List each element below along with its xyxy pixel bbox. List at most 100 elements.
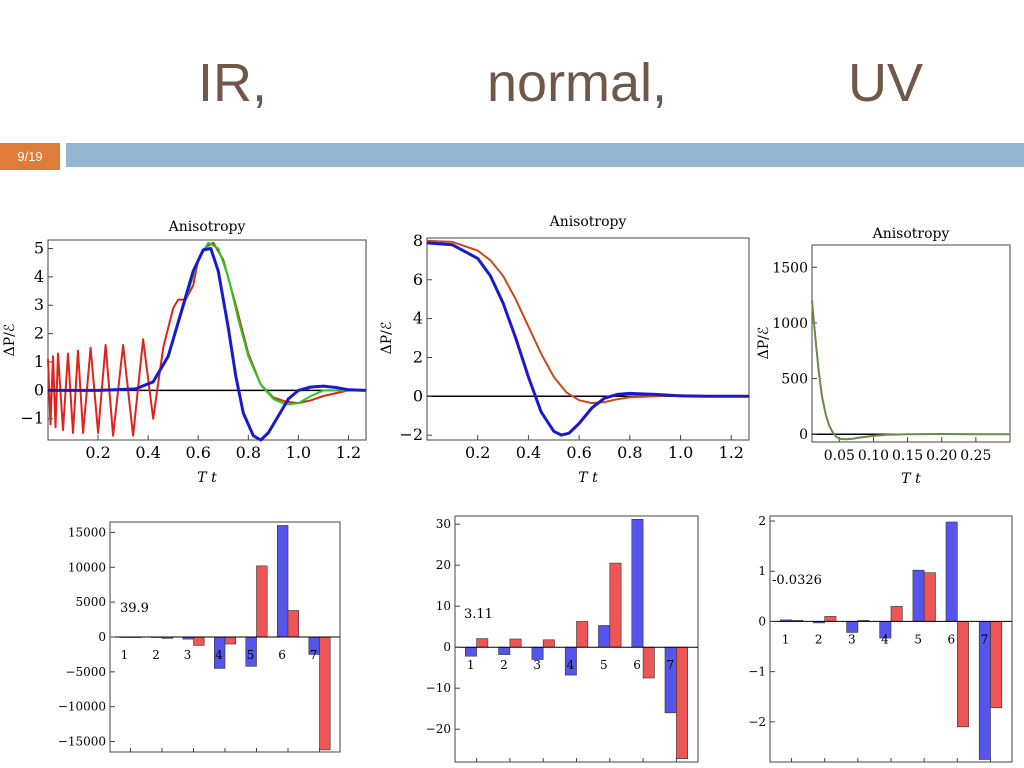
plot-frame — [47, 239, 367, 441]
bar — [990, 621, 1003, 709]
category-label: 4 — [881, 632, 889, 646]
bar — [912, 569, 925, 622]
bar — [276, 525, 289, 638]
category-label: 2 — [152, 648, 160, 662]
y-tick-label: −10000 — [58, 700, 106, 714]
category-label: 1 — [782, 632, 790, 646]
bar — [224, 636, 236, 645]
bar — [923, 572, 936, 622]
bar — [945, 521, 958, 622]
x-tick-label: 1.0 — [286, 443, 311, 462]
title-ir: IR, — [198, 53, 268, 113]
plot-frame — [426, 237, 750, 441]
title-uv: UV — [848, 53, 924, 113]
category-label: 7 — [981, 632, 989, 646]
bar — [498, 646, 511, 655]
x-tick-label: 0.8 — [236, 443, 261, 462]
bar — [256, 565, 268, 638]
x-tick-label: 0.10 — [858, 448, 889, 464]
y-tick-label: 0 — [413, 386, 423, 405]
line-chart-1: Anisotropy T t ΔP/ℰ 0.2 0.4 0.6 0.8 1.0 1.2 5 4 3 2 1… — [2, 219, 367, 486]
x-axis-label: T t — [901, 471, 921, 487]
bar — [846, 621, 859, 633]
y-tick-label: 10000 — [68, 560, 106, 574]
y-tick-label: 5000 — [75, 595, 106, 609]
bar-chart-annotation: 39.9 — [120, 601, 149, 616]
y-tick-label: 0 — [443, 640, 451, 654]
series-line-2 — [426, 241, 749, 437]
y-tick-label: 8 — [413, 231, 423, 250]
category-label: 7 — [310, 648, 318, 662]
x-tick-label: 0.4 — [135, 443, 160, 462]
y-tick-label: −15000 — [58, 735, 106, 749]
bar — [287, 610, 299, 638]
x-tick-label: 0.2 — [465, 443, 490, 462]
bar — [956, 621, 969, 728]
header-bar — [66, 143, 1024, 167]
category-label: 2 — [500, 658, 508, 672]
x-tick-label: 0.20 — [926, 448, 957, 464]
slide-number-badge: 9/19 — [0, 143, 60, 170]
y-tick-label: 4 — [413, 309, 423, 328]
x-tick-label: 0.6 — [566, 443, 591, 462]
x-axis-label: T t — [578, 470, 598, 486]
y-tick-label: 4 — [34, 267, 44, 286]
y-tick-label: −5000 — [65, 665, 106, 679]
y-axis-label: ΔP/ℰ — [379, 322, 395, 355]
chart-title: Anisotropy — [168, 219, 246, 235]
category-label: 4 — [567, 658, 575, 672]
y-tick-label: 0 — [758, 614, 766, 628]
y-tick-label: 20 — [436, 558, 451, 572]
category-label: 5 — [914, 632, 922, 646]
chart-title: Anisotropy — [872, 226, 950, 242]
bar-chart-3: 1 2 3 4 5 6 7 2 1 0 −1 −2 -0.0326 — [748, 514, 1013, 763]
line-chart-3: Anisotropy T t ΔP/ℰ 0.05 0.10 0.15 0.20 0.25 150… — [756, 226, 1011, 487]
bar — [890, 606, 903, 622]
x-axis-label: T t — [197, 470, 217, 486]
y-tick-label: 6 — [413, 270, 423, 289]
series-line-2 — [48, 241, 366, 406]
y-tick-label: 0 — [34, 380, 44, 399]
y-tick-label: −10 — [426, 681, 451, 695]
bar — [464, 646, 477, 657]
category-label: 3 — [533, 658, 541, 672]
category-label: 6 — [278, 648, 286, 662]
series-line-3 — [48, 247, 367, 442]
x-tick-label: 1.2 — [719, 443, 744, 462]
y-tick-label: −20 — [426, 722, 451, 736]
y-tick-label: −2 — [399, 425, 423, 444]
y-tick-label: 10 — [436, 599, 451, 613]
bar — [598, 625, 611, 648]
series-line-1 — [426, 239, 750, 405]
y-tick-label: 15000 — [68, 525, 106, 539]
bar — [609, 562, 622, 648]
bar-chart-annotation: 3.11 — [464, 607, 493, 622]
x-tick-label: 0.15 — [892, 448, 923, 464]
x-tick-label: 0.2 — [85, 443, 110, 462]
category-label: 6 — [633, 658, 641, 672]
y-tick-label: 1500 — [772, 260, 808, 276]
x-tick-label: 0.4 — [516, 443, 541, 462]
category-label: 1 — [121, 648, 129, 662]
bar — [193, 636, 205, 646]
y-tick-label: 2 — [34, 324, 44, 343]
y-tick-label: 1 — [758, 564, 766, 578]
y-tick-label: 2 — [413, 347, 423, 366]
bar — [664, 646, 677, 714]
line-chart-2: Anisotropy T t ΔP/ℰ 0.2 0.4 0.6 0.8 1.0 1.2 8 6 4 2 0… — [379, 214, 750, 486]
category-label: 4 — [215, 648, 223, 662]
x-tick-label: 0.8 — [617, 443, 642, 462]
bar — [576, 621, 589, 648]
y-tick-label: 500 — [781, 372, 808, 388]
plot-frame — [769, 515, 1013, 763]
bar — [542, 639, 555, 648]
y-tick-label: −1 — [748, 665, 766, 679]
bar — [631, 518, 644, 648]
series-line-1 — [811, 300, 1010, 441]
y-axis-label: ΔP/ℰ — [2, 324, 18, 357]
category-label: 2 — [815, 632, 823, 646]
category-label: 3 — [848, 632, 856, 646]
y-tick-label: 1 — [34, 352, 44, 371]
category-label: 7 — [667, 658, 675, 672]
